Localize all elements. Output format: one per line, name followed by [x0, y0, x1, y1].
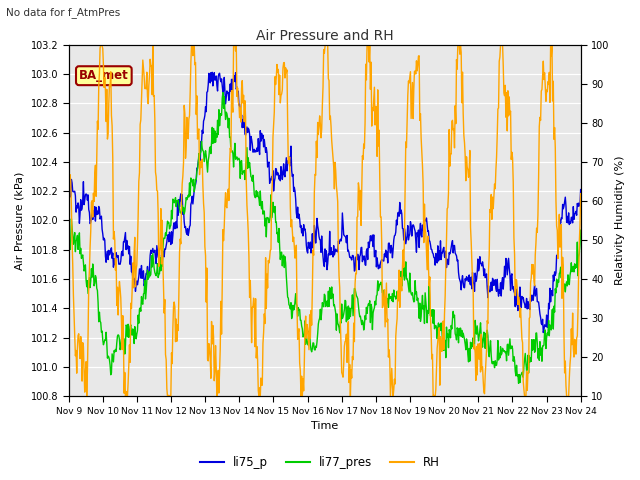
- Y-axis label: Air Pressure (kPa): Air Pressure (kPa): [15, 171, 25, 270]
- Y-axis label: Relativity Humidity (%): Relativity Humidity (%): [615, 156, 625, 285]
- Text: BA_met: BA_met: [79, 69, 129, 82]
- X-axis label: Time: Time: [311, 421, 339, 432]
- Legend: li75_p, li77_pres, RH: li75_p, li77_pres, RH: [195, 452, 445, 474]
- Text: No data for f_AtmPres: No data for f_AtmPres: [6, 7, 121, 18]
- Title: Air Pressure and RH: Air Pressure and RH: [256, 29, 394, 43]
